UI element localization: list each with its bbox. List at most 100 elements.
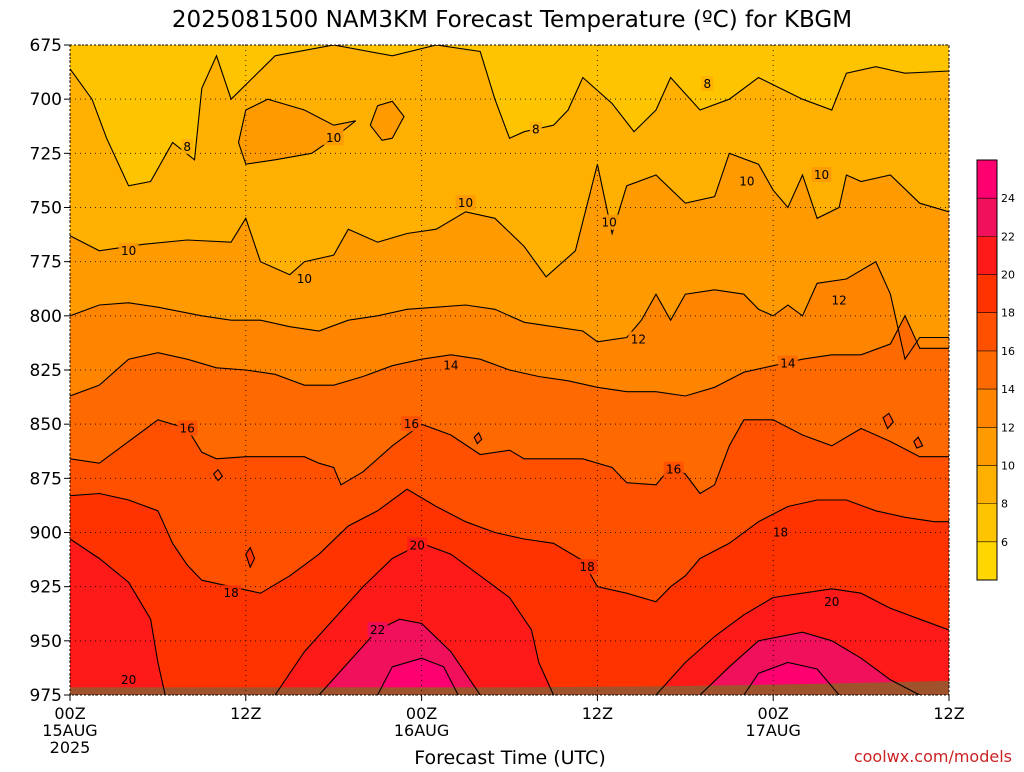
colorbar-segment: [977, 274, 997, 313]
contour-line-10: [369, 100, 405, 141]
contour-line-16: [70, 419, 949, 495]
temperature-band-10: [238, 99, 356, 165]
contour-label-bg: [407, 537, 428, 553]
contour-line-10: [70, 152, 949, 278]
y-tick-label: 825: [30, 361, 62, 381]
contour-label: 18: [773, 526, 788, 540]
x-tick-label: 15AUG: [42, 721, 97, 740]
contour-label-bg: [529, 121, 542, 137]
contour-label: 20: [410, 539, 425, 553]
contour-label: 16: [404, 417, 419, 431]
y-tick-label: 775: [30, 253, 62, 273]
contour-label-bg: [118, 242, 139, 258]
plot-area: [70, 45, 949, 695]
contour-label: 18: [580, 560, 595, 574]
chart-title: 2025081500 NAM3KM Forecast Temperature (…: [172, 7, 852, 33]
colorbar-segment: [977, 389, 997, 428]
y-tick-label: 725: [30, 144, 62, 164]
contour-line-12: [70, 260, 949, 361]
contour-label: 14: [443, 359, 458, 373]
contour-label: 20: [824, 595, 839, 609]
colorbar-segment: [977, 236, 997, 275]
contour-label-bg: [323, 130, 344, 146]
colorbar-segment: [977, 427, 997, 466]
y-tick-label: 800: [30, 307, 62, 327]
contour-label: 18: [224, 586, 239, 600]
contour-line-24: [743, 661, 840, 695]
y-tick-label: 950: [30, 632, 62, 652]
y-tick-label: 675: [30, 36, 62, 56]
contour-label-bg: [577, 559, 598, 575]
contour-label-bg: [440, 357, 461, 373]
colorbar-segment: [977, 350, 997, 390]
contour-label-bg: [821, 593, 842, 609]
x-tick-label: 16AUG: [394, 721, 449, 740]
colorbar-segment: [977, 160, 997, 199]
contour-label: 10: [297, 272, 312, 286]
contour-label-bg: [628, 331, 649, 347]
contour-label: 10: [739, 175, 754, 189]
colorbar-tick-label: 18: [1001, 307, 1015, 320]
contour-line-16: [913, 436, 924, 449]
colorbar-tick-label: 16: [1001, 345, 1015, 358]
contour-label-bg: [829, 292, 850, 308]
colorbar-frame: [976, 159, 998, 581]
contour-line-16: [212, 468, 224, 482]
contour-label-bg: [181, 138, 194, 154]
y-tick-label: 850: [30, 415, 62, 435]
x-tick-label: 12Z: [582, 704, 613, 723]
contour-line-22: [318, 618, 481, 695]
x-tick-label: 00Z: [54, 704, 85, 723]
y-tick-label: 900: [30, 524, 62, 544]
contour-label: 14: [780, 357, 795, 371]
contour-label-bg: [294, 271, 315, 286]
contour-label-bg: [401, 416, 422, 432]
contour-label-bg: [177, 420, 198, 436]
contour-label-bg: [663, 461, 684, 477]
contour-label: 10: [326, 131, 341, 145]
contour-label-bg: [367, 622, 388, 637]
contour-label-bg: [770, 524, 791, 540]
contour-label-bg: [221, 585, 242, 601]
colorbar-segment: [977, 312, 997, 351]
x-tick-label: 2025: [50, 738, 91, 757]
contour-label: 8: [703, 77, 711, 91]
colorbar-segment: [977, 541, 997, 580]
x-tick-label: 17AUG: [745, 721, 800, 740]
y-axis: 675 700 725 750 775 800 825 850 875 900 925 950 975: [30, 36, 70, 706]
contour-label-bg: [455, 195, 476, 211]
colorbar-tick-label: 14: [1001, 383, 1015, 396]
contour-label-bg: [701, 76, 714, 91]
x-tick-label: 12Z: [230, 704, 261, 723]
temperature-band-24: [377, 658, 459, 695]
contour-label: 10: [814, 168, 829, 182]
colorbar-segment: [977, 198, 997, 237]
temperature-band-10: [370, 101, 404, 141]
colorbar-tick-label: 24: [1001, 192, 1015, 205]
contour-line-16: [473, 431, 483, 445]
contour-label-bg: [599, 214, 620, 230]
colorbar-tick-label: 10: [1001, 459, 1015, 472]
temperature-band-20: [70, 539, 166, 695]
y-tick-label: 875: [30, 469, 62, 489]
contour-line-20: [70, 538, 166, 695]
contour-label: 8: [532, 123, 540, 137]
colorbar-tick-label: 22: [1001, 230, 1015, 243]
x-tick-label: 00Z: [758, 704, 789, 723]
contour-line-20: [274, 542, 555, 695]
contour-label: 10: [601, 216, 616, 230]
contour-line-10: [237, 98, 357, 165]
contour-label: 10: [458, 196, 473, 210]
contour-line-18: [70, 488, 949, 603]
contour-line-24: [377, 657, 459, 695]
contour-label: 8: [183, 140, 191, 154]
contour-line-22: [699, 631, 920, 695]
y-tick-label: 925: [30, 578, 62, 598]
contour-line-16: [882, 412, 894, 430]
y-tick-label: 975: [30, 686, 62, 706]
contour-label: 16: [180, 422, 195, 436]
contour-label: 20: [121, 673, 136, 687]
contour-line-18: [245, 546, 256, 569]
